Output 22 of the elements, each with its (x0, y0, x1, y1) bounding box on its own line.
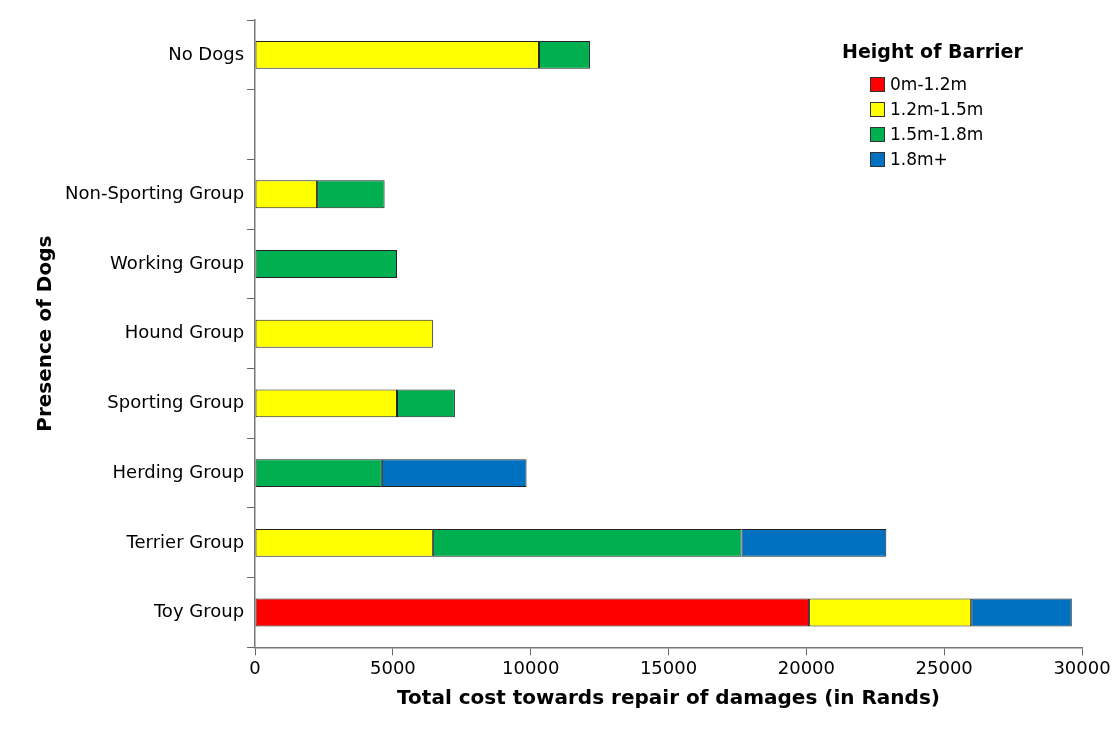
x-tick-label: 0 (249, 656, 261, 678)
x-tick-label: 10000 (502, 656, 560, 678)
y-tick-label: Herding Group (112, 460, 245, 482)
y-tick-label: No Dogs (168, 42, 245, 64)
x-tick-label: 5000 (369, 656, 416, 678)
y-tick-label: Working Group (110, 251, 245, 273)
y-tick-label: Terrier Group (125, 530, 245, 552)
y-tick-label: Toy Group (152, 600, 245, 622)
legend-label: 1.2m-1.5m (890, 99, 984, 119)
y-tick-label: Non-Sporting Group (65, 181, 245, 203)
legend-label: 1.8m+ (890, 149, 948, 169)
x-tick-label: 25000 (915, 656, 973, 678)
y-tick-label: Hound Group (124, 321, 245, 343)
legend-label: 0m-1.2m (890, 74, 968, 94)
y-axis-title: Presence of Dogs (32, 235, 57, 432)
x-axis-title: Total cost towards repair of damages (in Rands) (397, 685, 940, 710)
y-tick-label: Sporting Group (107, 391, 245, 413)
legend-label: 1.5m-1.8m (890, 124, 984, 144)
x-tick-label: 15000 (639, 656, 698, 678)
x-tick-label: 30000 (1053, 656, 1111, 678)
x-tick-label: 20000 (777, 656, 835, 678)
legend-title: Height of Barrier (842, 40, 1023, 62)
